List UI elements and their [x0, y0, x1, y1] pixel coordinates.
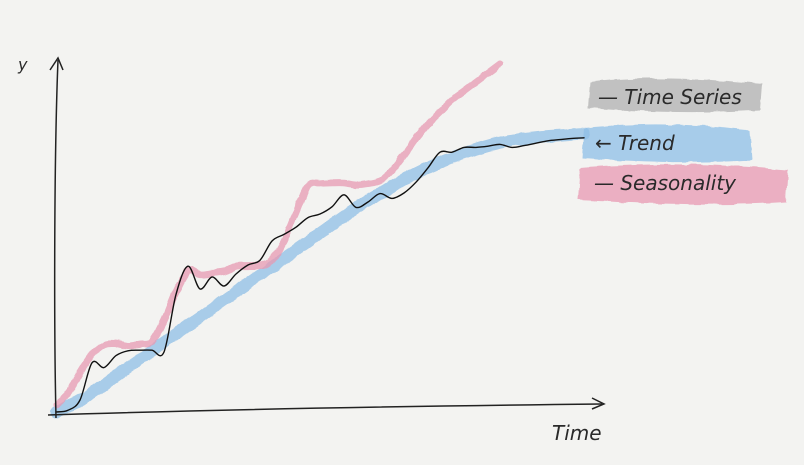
legend-label-trend: ← Trend — [595, 131, 675, 155]
series-layer — [50, 60, 590, 418]
series-line-trend — [50, 127, 590, 418]
series-line-seasonality — [52, 60, 504, 409]
legend: — Time Series ← Trend — Seasonality — [578, 78, 788, 205]
axes: y Time — [17, 55, 606, 445]
x-axis-arrowhead — [591, 397, 606, 410]
series-line-time-series — [55, 137, 585, 413]
y-axis-line — [53, 59, 59, 419]
legend-swatch-trend — [582, 124, 752, 163]
y-axis-label: y — [17, 55, 28, 74]
legend-label-seasonality: — Seasonality — [594, 171, 737, 195]
x-axis-line — [47, 403, 603, 416]
legend-swatch-seasonality — [578, 164, 788, 205]
legend-label-time-series: — Time Series — [598, 85, 742, 109]
y-axis-arrowhead — [49, 56, 64, 71]
legend-swatch-time-series — [588, 78, 762, 113]
x-axis-label: Time — [552, 421, 602, 445]
